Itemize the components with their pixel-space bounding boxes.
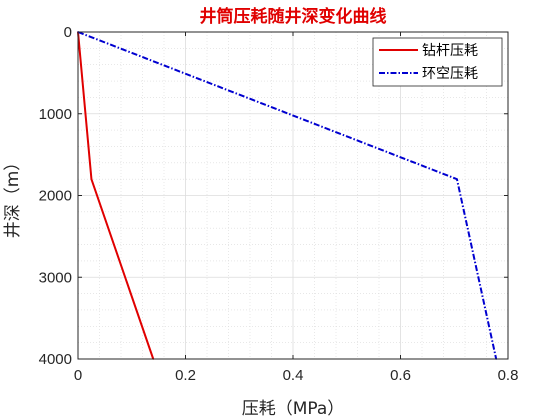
x-tick-label: 0: [74, 367, 82, 384]
y-axis-label: 井深（m）: [3, 154, 23, 239]
legend-box: [372, 37, 503, 87]
y-tick-label: 4000: [39, 351, 72, 368]
y-tick-label: 2000: [39, 188, 72, 205]
x-axis-label: 压耗（MPa）: [242, 399, 345, 419]
legend-label-annulus: 环空压耗: [422, 66, 478, 82]
x-tick-label: 0.2: [175, 367, 196, 384]
ticks-layer: [77, 31, 509, 360]
data-point: [456, 178, 458, 180]
tick-labels: 0 0.2 0.4 0.6 0.8 0 1000 2000 3000 4000: [39, 24, 519, 384]
y-tick-label: 3000: [39, 269, 72, 286]
data-point: [90, 178, 93, 180]
legend: 钻杆压耗 环空压耗: [372, 37, 503, 87]
minor-grid: [78, 32, 508, 359]
x-tick-label: 0.4: [283, 367, 304, 384]
legend-label-drill-pipe: 钻杆压耗: [422, 43, 478, 59]
chart-title: 井筒压耗随井深变化曲线: [200, 6, 387, 27]
x-tick-label: 0.6: [390, 367, 411, 384]
y-tick-label: 0: [64, 24, 72, 41]
x-tick-label: 0.8: [498, 367, 519, 384]
y-tick-label: 1000: [39, 106, 72, 123]
